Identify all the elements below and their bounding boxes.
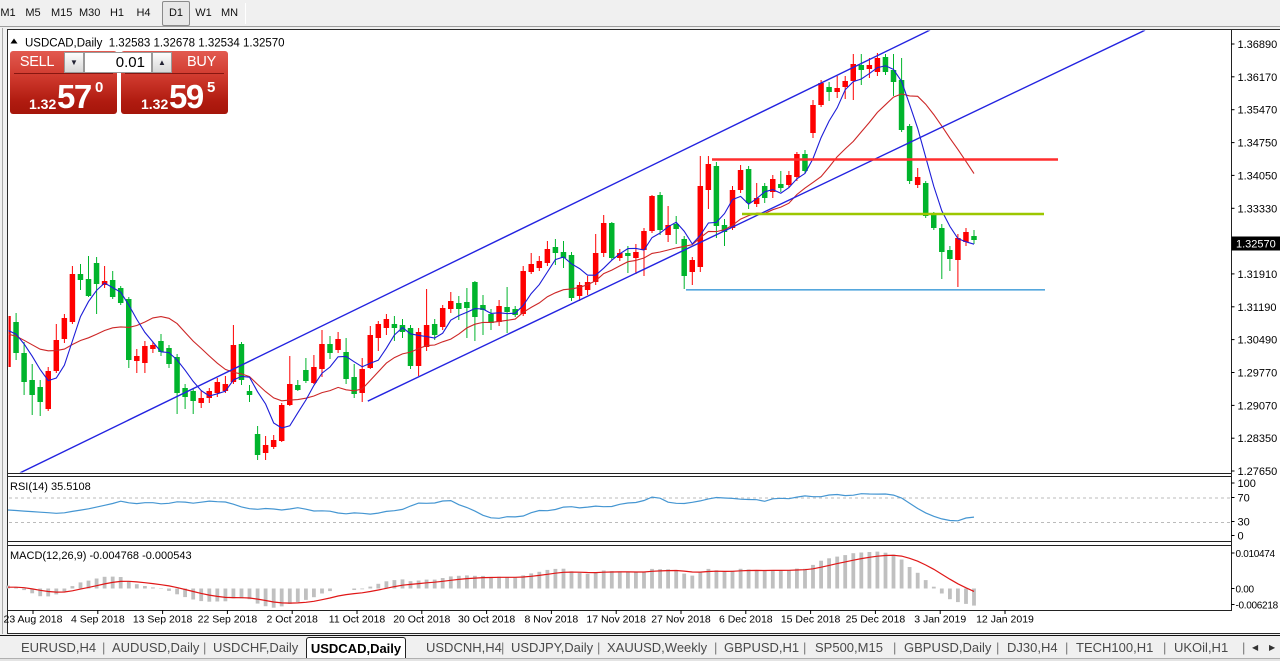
svg-text:1.32570: 1.32570 [1236, 239, 1276, 251]
svg-text:30: 30 [1238, 517, 1250, 529]
svg-text:20 Oct 2018: 20 Oct 2018 [393, 614, 450, 626]
svg-text:11 Oct 2018: 11 Oct 2018 [329, 614, 386, 626]
svg-text:27 Nov 2018: 27 Nov 2018 [651, 614, 711, 626]
svg-text:6 Dec 2018: 6 Dec 2018 [719, 614, 773, 626]
svg-text:1.34750: 1.34750 [1238, 138, 1278, 150]
svg-text:USDCAD,Daily 1.32583 1.32678: USDCAD,Daily 1.32583 1.32678 1.32534 1.3… [25, 38, 285, 50]
svg-text:1.29770: 1.29770 [1238, 368, 1278, 380]
svg-text:100: 100 [1238, 478, 1256, 490]
svg-text:70: 70 [1238, 493, 1250, 505]
svg-text:1.36890: 1.36890 [1238, 39, 1278, 51]
svg-text:0.010474: 0.010474 [1236, 549, 1276, 560]
svg-text:3 Jan 2019: 3 Jan 2019 [914, 614, 966, 626]
svg-text:1.30490: 1.30490 [1238, 335, 1278, 347]
svg-text:2 Oct 2018: 2 Oct 2018 [267, 614, 319, 626]
svg-text:15 Dec 2018: 15 Dec 2018 [781, 614, 841, 626]
svg-text:MACD(12,26,9) -0.004768 -0.000: MACD(12,26,9) -0.004768 -0.000543 [10, 550, 192, 562]
svg-text:RSI(14) 35.5108: RSI(14) 35.5108 [10, 481, 91, 493]
svg-text:1.28350: 1.28350 [1238, 433, 1278, 445]
svg-text:25 Dec 2018: 25 Dec 2018 [846, 614, 906, 626]
svg-text:1.29070: 1.29070 [1238, 400, 1278, 412]
svg-text:23 Aug 2018: 23 Aug 2018 [4, 614, 63, 626]
svg-text:1.35470: 1.35470 [1238, 105, 1278, 117]
svg-text:22 Sep 2018: 22 Sep 2018 [198, 614, 258, 626]
svg-text:4 Sep 2018: 4 Sep 2018 [71, 614, 125, 626]
svg-text:1.31910: 1.31910 [1238, 269, 1278, 281]
svg-text:30 Oct 2018: 30 Oct 2018 [458, 614, 515, 626]
svg-text:-0.006218: -0.006218 [1236, 601, 1279, 612]
svg-text:0: 0 [1238, 531, 1244, 543]
svg-text:1.36170: 1.36170 [1238, 72, 1278, 84]
svg-text:8 Nov 2018: 8 Nov 2018 [525, 614, 579, 626]
svg-text:12 Jan 2019: 12 Jan 2019 [976, 614, 1034, 626]
svg-text:1.34050: 1.34050 [1238, 170, 1278, 182]
svg-text:17 Nov 2018: 17 Nov 2018 [586, 614, 646, 626]
svg-text:13 Sep 2018: 13 Sep 2018 [133, 614, 193, 626]
svg-text:0.00: 0.00 [1236, 585, 1255, 596]
svg-text:1.33330: 1.33330 [1238, 203, 1278, 215]
svg-text:1.31190: 1.31190 [1238, 302, 1277, 314]
svg-text:1.27650: 1.27650 [1238, 466, 1278, 478]
